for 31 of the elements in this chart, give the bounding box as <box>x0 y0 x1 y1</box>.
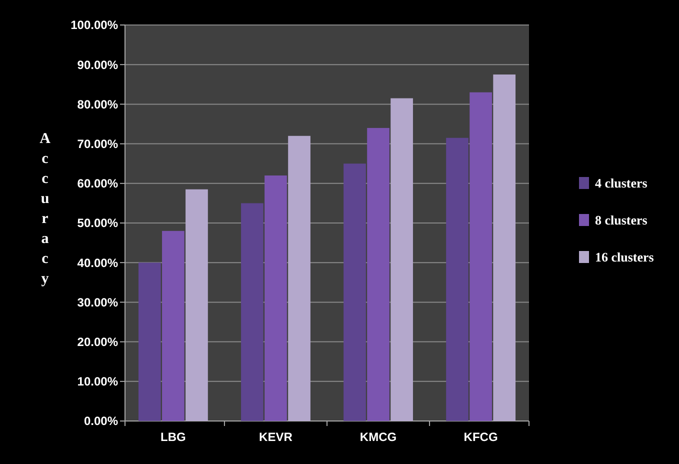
bar <box>470 92 492 421</box>
legend-label: 4 clusters <box>595 176 648 191</box>
x-tick-label: KMCG <box>360 430 397 444</box>
bar <box>367 128 390 421</box>
bar <box>186 189 208 421</box>
y-tick-label: 70.00% <box>77 137 118 151</box>
y-tick-label: 80.00% <box>77 97 118 112</box>
y-tick-label: 0.00% <box>84 414 118 428</box>
y-tick-label: 10.00% <box>77 374 118 389</box>
y-tick-label: 30.00% <box>77 295 118 310</box>
bar <box>264 175 287 421</box>
x-tick-label: LBG <box>160 430 186 444</box>
y-tick-label: 50.00% <box>77 216 118 230</box>
bar <box>162 230 184 421</box>
legend-label: 8 clusters <box>595 212 648 228</box>
bar <box>288 136 310 421</box>
y-tick-label: 40.00% <box>77 256 118 270</box>
x-tick-label: KFCG <box>464 430 498 444</box>
y-tick-label: 60.00% <box>77 176 118 191</box>
bar <box>138 262 161 421</box>
bar <box>241 203 264 421</box>
bar <box>344 164 366 421</box>
y-tick-label: 100.00% <box>70 18 118 32</box>
x-tick-label: KEVR <box>259 430 293 444</box>
y-axis-title: Accuracy <box>40 131 51 287</box>
bar <box>493 74 516 421</box>
y-tick-label: 20.00% <box>77 335 118 349</box>
bar <box>446 138 468 421</box>
bar <box>390 98 413 421</box>
legend-label: 16 clusters <box>595 250 654 265</box>
y-tick-label: 90.00% <box>77 58 118 72</box>
